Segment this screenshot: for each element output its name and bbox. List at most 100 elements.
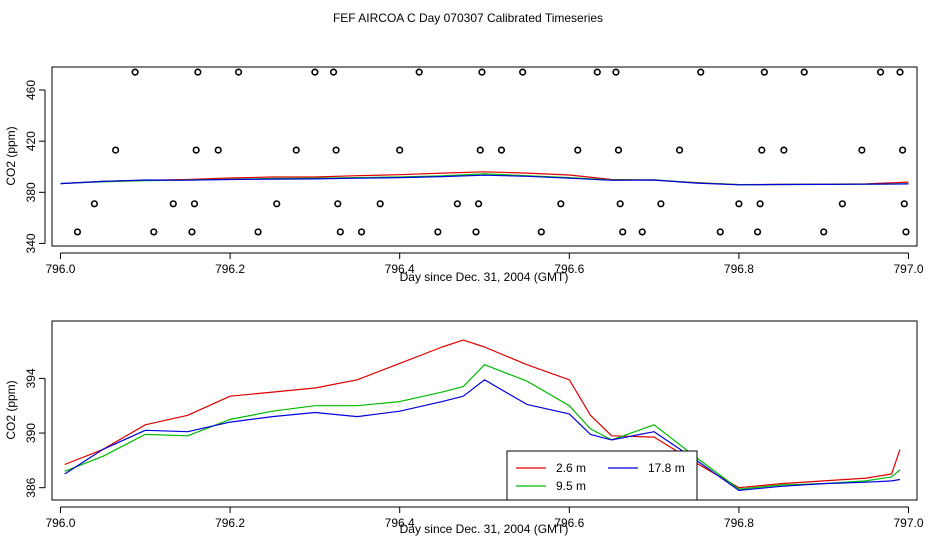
flag-point (131, 68, 139, 76)
flag-point (800, 68, 808, 76)
flag-point (900, 200, 908, 208)
bottom-series-group (64, 339, 901, 491)
top-x-tick-label: 796.8 (724, 262, 754, 276)
flag-point (760, 68, 768, 76)
flag-point (273, 200, 281, 208)
flag-point (838, 200, 846, 208)
flag-point (896, 68, 904, 76)
flag-point (254, 228, 262, 236)
bottom-y-tick-label: 386 (24, 477, 38, 497)
flag-point (537, 228, 545, 236)
flag-point (820, 228, 828, 236)
flag-point (334, 200, 342, 208)
top-y-tick-label: 340 (24, 233, 38, 253)
legend-label-17-8m: 17.8 m (648, 461, 685, 475)
flag-point (780, 146, 788, 154)
top-plot-frame (51, 66, 918, 247)
flag-point (169, 200, 177, 208)
top-y-tick-label: 380 (24, 182, 38, 202)
top-series-17-8-m (60, 174, 909, 186)
flag-point (638, 228, 646, 236)
flag-point (716, 228, 724, 236)
flag-point (192, 146, 200, 154)
flag-point (756, 200, 764, 208)
bottom-y-axis-label: CO2 (ppm) (4, 380, 18, 439)
flag-point (73, 228, 82, 236)
flag-point (415, 68, 423, 76)
flag-point (758, 146, 766, 154)
legend-box (506, 450, 698, 501)
bottom-x-tick-label: 796.2 (215, 516, 245, 530)
flag-point (557, 200, 565, 208)
flag-point (376, 200, 384, 208)
flag-point (657, 200, 665, 208)
flag-point (478, 68, 486, 76)
flag-point (519, 68, 527, 76)
flag-point (472, 228, 480, 236)
top-y-tick-label: 460 (24, 80, 38, 100)
bottom-series-9-5-m (64, 364, 901, 490)
top-series-group (60, 171, 909, 186)
bottom-x-tick-label: 796.0 (45, 516, 75, 530)
flag-point (616, 200, 624, 208)
flag-point (612, 68, 620, 76)
top-x-tick-label: 796.2 (215, 262, 245, 276)
flag-point (150, 228, 158, 236)
flag-point (876, 68, 885, 76)
bottom-y-tick-label: 390 (24, 423, 38, 443)
top-x-tick-label: 796.6 (554, 262, 584, 276)
top-x-axis: 796.0 796.2 796.4 796.6 796.8 797.0 (45, 252, 924, 276)
top-flag-group (73, 68, 910, 236)
top-x-axis-label: Day since Dec. 31, 2004 (GMT) (400, 270, 569, 284)
bottom-series-17-8-m (64, 379, 901, 491)
flag-point (593, 68, 601, 76)
flag-point (234, 68, 243, 76)
top-y-axis: 340 380 420 460 (24, 80, 46, 253)
flag-point (614, 146, 623, 154)
bottom-x-tick-label: 796.6 (554, 516, 584, 530)
flag-point (188, 228, 196, 236)
flag-point (574, 146, 582, 154)
bottom-x-tick-label: 797.0 (894, 516, 924, 530)
flag-point (434, 228, 442, 236)
top-x-tick-label: 796.4 (385, 262, 415, 276)
legend-label-9-5m: 9.5 m (556, 479, 586, 493)
bottom-panel: 796.0 796.2 796.4 796.6 796.8 797.0 386 390 394… (4, 320, 924, 536)
flag-point (497, 146, 506, 154)
flag-point (194, 68, 202, 76)
bottom-y-axis: 386 390 394 (24, 368, 46, 498)
bottom-x-axis-label: Day since Dec. 31, 2004 (GMT) (400, 522, 569, 536)
bottom-plot-frame (51, 320, 918, 501)
flag-point (453, 200, 461, 208)
flag-point (858, 146, 866, 154)
flag-point (396, 146, 404, 154)
flag-point (898, 146, 907, 154)
flag-point (332, 146, 340, 154)
flag-point (474, 200, 483, 208)
flag-point (357, 228, 366, 236)
flag-point (336, 228, 344, 236)
bottom-x-axis: 796.0 796.2 796.4 796.6 796.8 797.0 (45, 506, 924, 530)
flag-point (902, 228, 910, 236)
flag-point (292, 146, 300, 154)
top-panel: 796.0 796.2 796.4 796.6 796.8 797.0 340 380 420… (4, 66, 924, 284)
flag-point (619, 228, 627, 236)
bottom-x-tick-label: 796.4 (385, 516, 415, 530)
flag-point (753, 228, 762, 236)
bottom-series-2-6-m (64, 339, 901, 489)
top-y-tick-label: 420 (24, 131, 38, 151)
flag-point (112, 146, 120, 154)
flag-point (735, 200, 743, 208)
legend-label-2-6m: 2.6 m (556, 461, 586, 475)
flag-point (90, 200, 99, 208)
top-x-tick-label: 796.0 (45, 262, 75, 276)
chart-title: FEF AIRCOA C Day 070307 Calibrated Times… (333, 11, 603, 25)
flag-point (697, 68, 705, 76)
bottom-x-tick-label: 796.8 (724, 516, 754, 530)
flag-point (214, 146, 222, 154)
legend: 2.6 m 9.5 m 17.8 m (506, 450, 698, 501)
flag-point (476, 146, 484, 154)
bottom-y-tick-label: 394 (24, 368, 38, 388)
flag-point (329, 68, 338, 76)
